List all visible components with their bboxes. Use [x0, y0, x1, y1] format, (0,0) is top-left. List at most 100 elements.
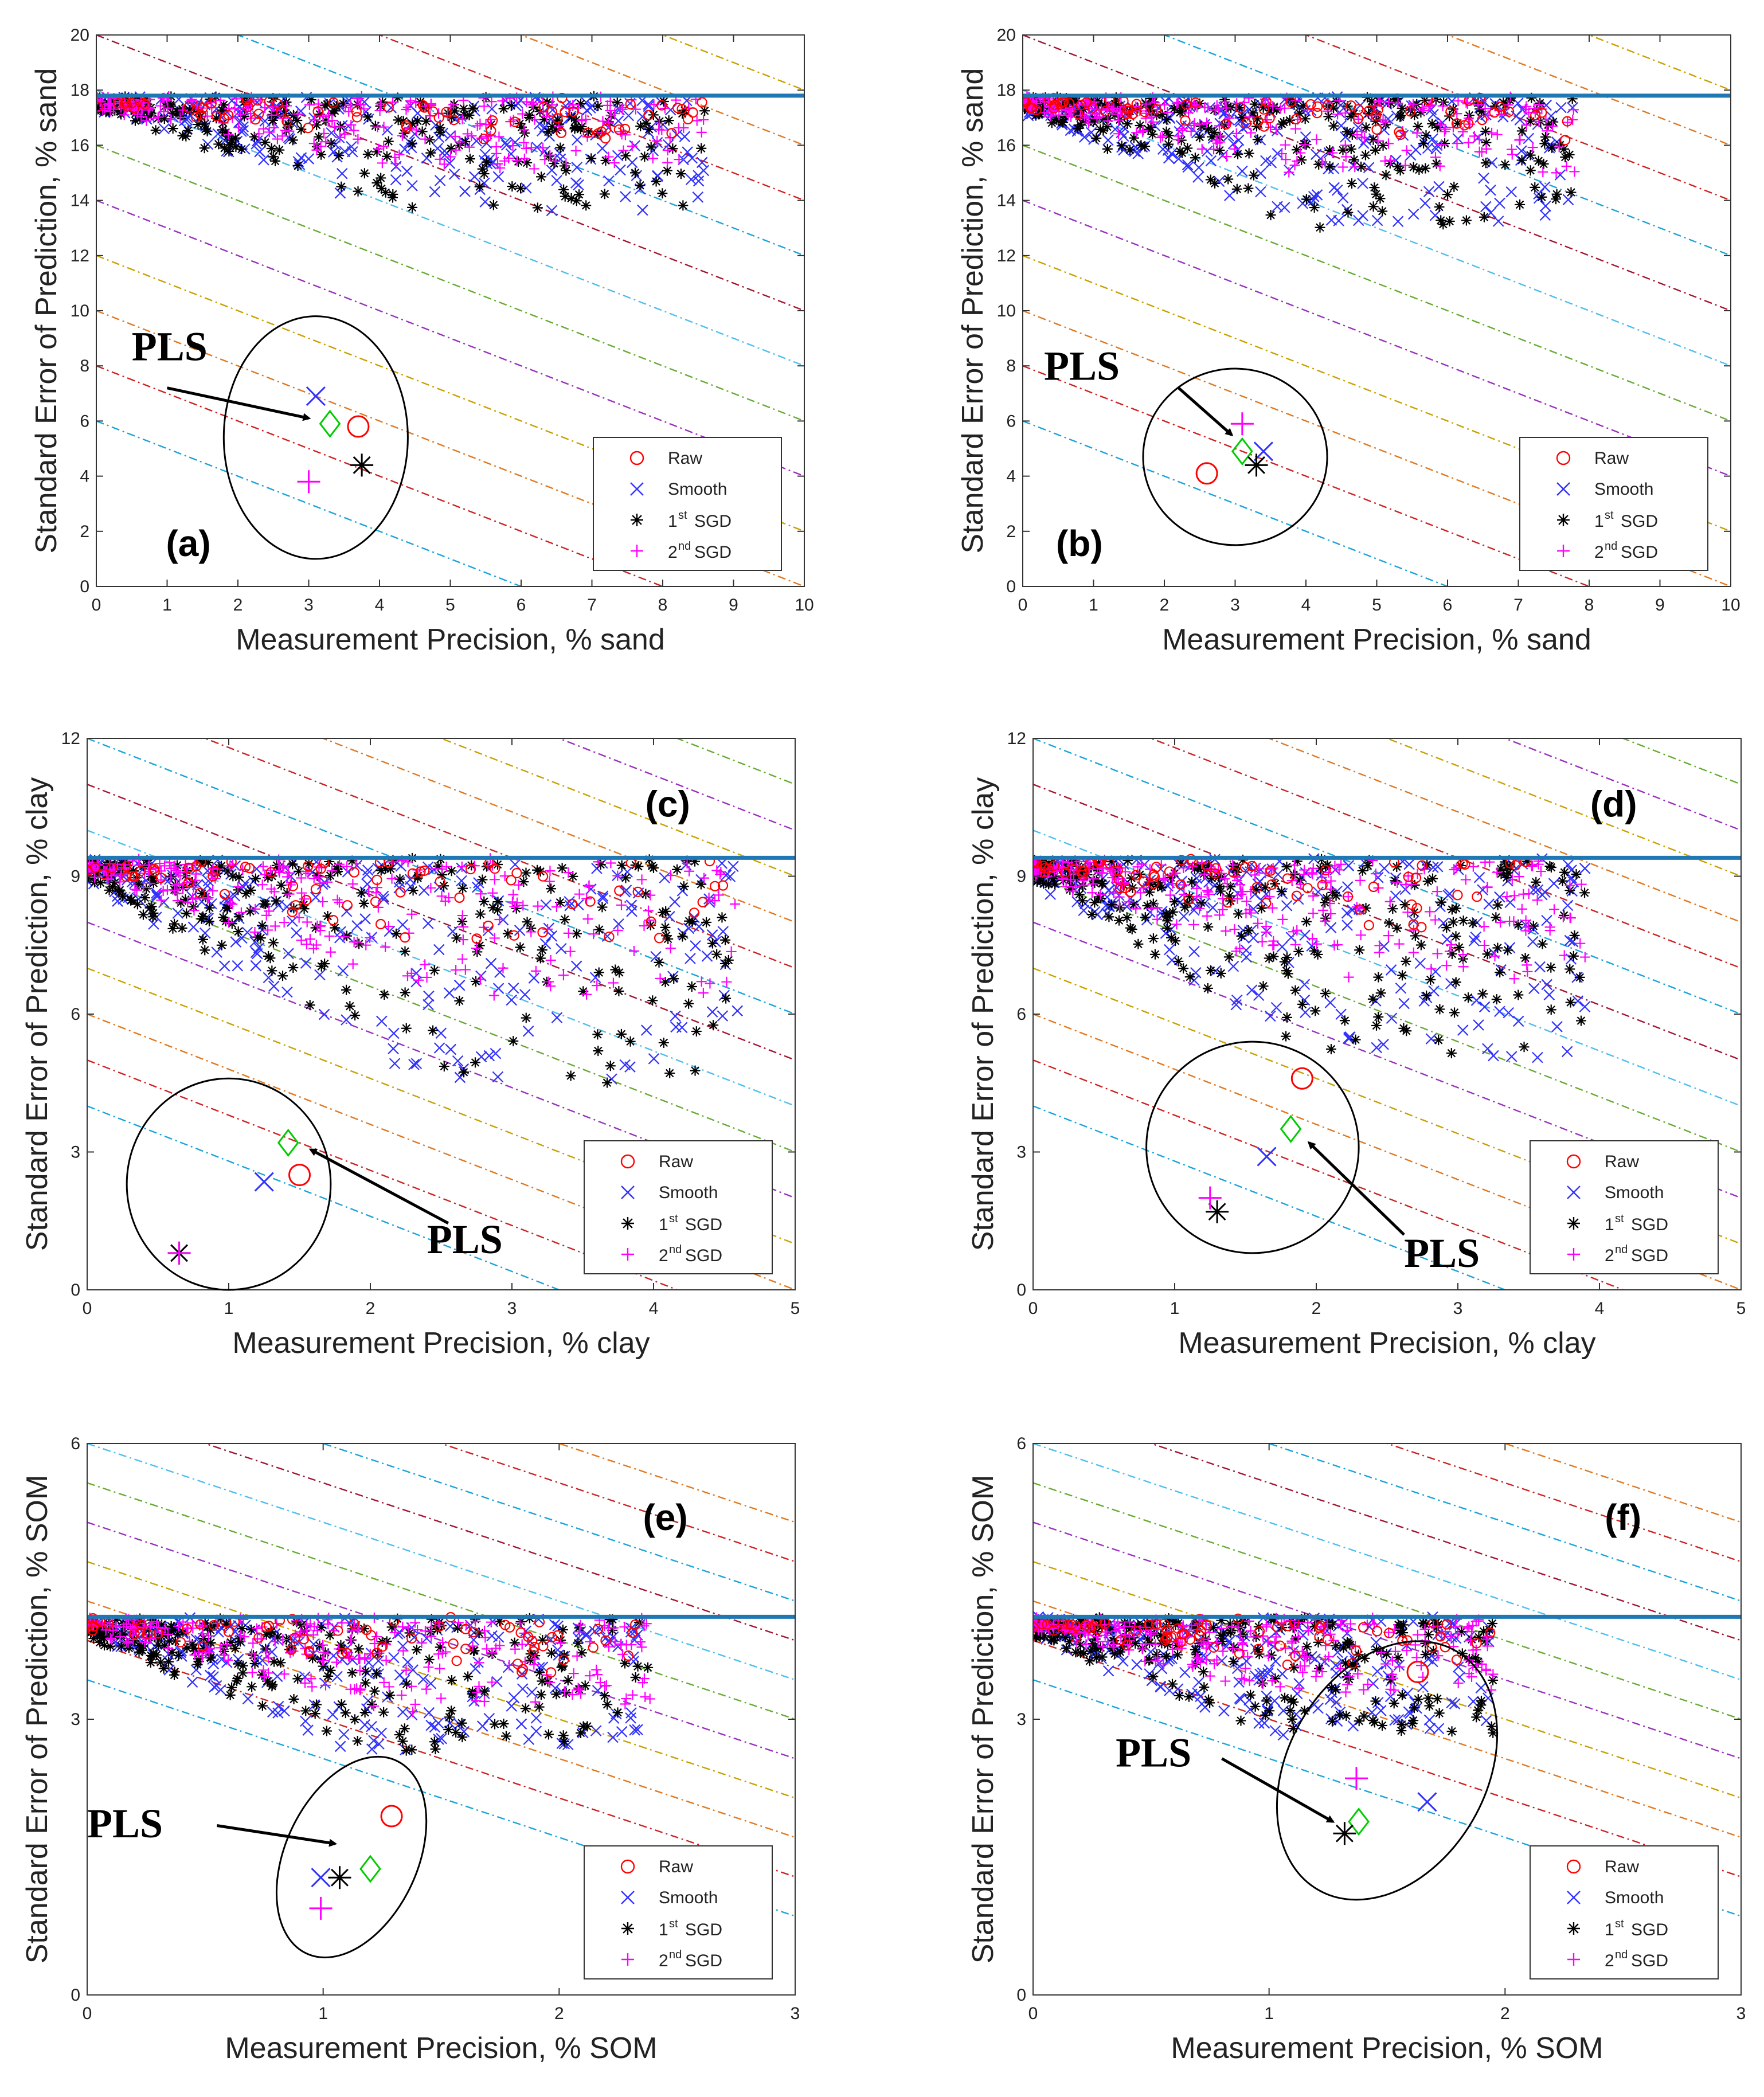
sgd2-point — [263, 1668, 274, 1679]
sgd2-point — [380, 941, 391, 952]
sgd1-point — [612, 97, 623, 108]
smooth-point — [670, 1010, 681, 1022]
sgd1-point — [643, 1662, 654, 1673]
sgd1-point — [203, 857, 214, 868]
smooth-point — [1427, 862, 1439, 873]
sgd1-point — [274, 144, 285, 155]
smooth-point — [1431, 139, 1443, 151]
legend-sgd2-text: SGD — [694, 543, 732, 562]
legend-sgd2-text: SGD — [1631, 1246, 1668, 1265]
sgd1-point — [646, 142, 656, 152]
raw-point — [1411, 903, 1422, 914]
sgd1-point — [629, 167, 640, 178]
smooth-point — [670, 1021, 682, 1033]
sgd2-point — [581, 989, 592, 1000]
sgd2-point — [421, 1684, 432, 1695]
sgd2-point — [1092, 113, 1102, 124]
sgd1-point — [470, 1057, 481, 1068]
smooth-point — [425, 1719, 437, 1731]
sgd1-point — [602, 1699, 613, 1710]
sgd2-point — [148, 113, 159, 124]
raw-point — [1320, 864, 1331, 876]
sgd1-point — [366, 1699, 377, 1709]
sgd1-point — [1144, 1638, 1155, 1649]
sgd1-point — [1161, 909, 1172, 920]
pls-smooth-point — [1257, 1147, 1277, 1167]
sgd2-point — [1469, 131, 1480, 142]
sgd1-point — [1038, 878, 1049, 889]
sgd2-point — [107, 1634, 118, 1645]
legend-sgd1-num: 1 — [1594, 512, 1604, 531]
sgd1-point — [296, 124, 307, 135]
sgd1-point — [1414, 165, 1425, 175]
sgd1-point — [557, 1624, 568, 1635]
guide-line — [557, 1443, 795, 1523]
raw-point — [1406, 899, 1417, 910]
sgd1-point — [379, 989, 390, 1000]
sgd1-point — [170, 1636, 181, 1646]
sgd2-point — [374, 105, 385, 116]
sgd1-point — [580, 1680, 590, 1691]
sgd2-point — [197, 1629, 208, 1640]
sgd1-point — [1243, 148, 1254, 159]
smooth-point — [629, 1724, 640, 1736]
sgd2-point — [303, 868, 314, 879]
smooth-point — [300, 957, 312, 969]
smooth-point — [433, 1042, 445, 1054]
sgd2-point — [1559, 950, 1570, 961]
sgd1-point — [1560, 152, 1571, 163]
x-tick-label: 10 — [795, 596, 813, 615]
sgd1-point — [296, 1619, 307, 1630]
sgd1-point — [661, 930, 672, 941]
y-tick-label: 18 — [71, 81, 89, 100]
sgd1-point — [134, 1646, 144, 1657]
sgd1-point — [1448, 104, 1458, 115]
smooth-point — [1200, 1652, 1211, 1664]
sgd1-point — [407, 118, 418, 129]
sgd1-point — [1415, 107, 1426, 118]
guide-line — [321, 738, 795, 923]
sgd2-point — [1250, 870, 1261, 881]
sgd1-point — [1224, 890, 1235, 901]
sgd1-point — [658, 1037, 669, 1048]
sgd2-point — [1513, 871, 1524, 882]
sgd2-point — [1292, 156, 1303, 167]
smooth-point — [283, 948, 294, 960]
sgd1-point — [1564, 964, 1575, 975]
legend-sgd1-sup: st — [669, 1212, 678, 1225]
raw-point — [1291, 890, 1302, 901]
sgd2-point — [288, 1646, 299, 1657]
sgd1-point — [524, 112, 535, 123]
sgd1-point — [157, 1619, 167, 1630]
sgd1-point — [1202, 983, 1213, 993]
sgd2-point — [203, 1630, 214, 1641]
smooth-point — [551, 1012, 563, 1023]
y-tick-label: 16 — [71, 136, 89, 155]
sgd2-point — [202, 894, 213, 905]
raw-point — [1305, 99, 1316, 110]
x-tick-label: 2 — [554, 2004, 564, 2023]
y-tick-label: 4 — [1006, 467, 1016, 486]
sgd2-point — [458, 921, 469, 932]
raw-point — [1261, 898, 1272, 909]
sgd1-point — [1526, 92, 1537, 103]
smooth-point — [1207, 902, 1219, 914]
sgd2-point — [277, 862, 288, 873]
sgd1-point — [1114, 915, 1124, 926]
smooth-point — [573, 179, 584, 191]
sgd1-point — [1474, 104, 1485, 115]
sgd1-point — [595, 859, 606, 870]
sgd2-point — [340, 102, 351, 113]
smooth-point — [361, 878, 373, 890]
sgd2-point — [1533, 859, 1544, 870]
sgd2-point — [189, 905, 200, 916]
sgd1-point — [1215, 886, 1226, 897]
raw-point — [406, 1633, 417, 1644]
smooth-point — [724, 871, 736, 882]
sgd1-point — [620, 873, 631, 883]
sgd1-point — [1187, 877, 1198, 887]
sgd1-point — [250, 873, 261, 884]
sgd1-point — [1555, 139, 1566, 150]
sgd2-point — [158, 886, 169, 897]
smooth-point — [526, 1686, 538, 1698]
